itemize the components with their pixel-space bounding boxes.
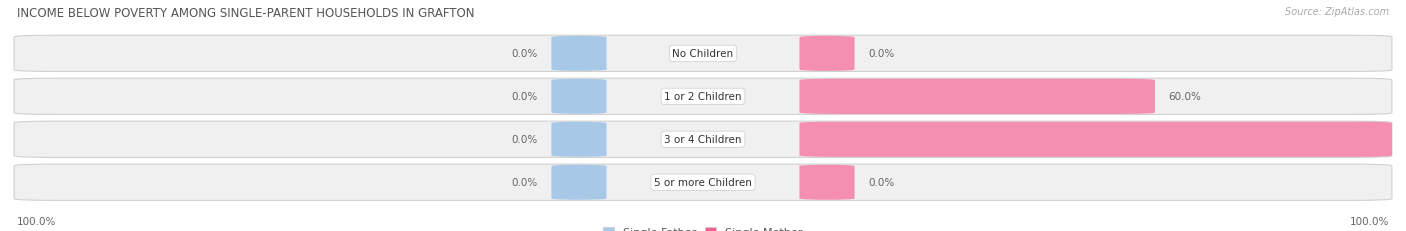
Text: 100.0%: 100.0%	[1350, 216, 1389, 226]
Text: 60.0%: 60.0%	[1168, 92, 1202, 102]
FancyBboxPatch shape	[14, 122, 1392, 158]
Text: 0.0%: 0.0%	[869, 49, 894, 59]
Legend: Single Father, Single Mother: Single Father, Single Mother	[599, 223, 807, 231]
FancyBboxPatch shape	[800, 36, 855, 72]
FancyBboxPatch shape	[800, 79, 1154, 114]
FancyBboxPatch shape	[551, 122, 606, 157]
Text: 0.0%: 0.0%	[512, 135, 537, 145]
FancyBboxPatch shape	[14, 79, 1392, 115]
Text: 0.0%: 0.0%	[512, 177, 537, 187]
FancyBboxPatch shape	[14, 36, 1392, 72]
Text: 3 or 4 Children: 3 or 4 Children	[664, 135, 742, 145]
Text: 100.0%: 100.0%	[17, 216, 56, 226]
Text: No Children: No Children	[672, 49, 734, 59]
Text: 0.0%: 0.0%	[512, 49, 537, 59]
FancyBboxPatch shape	[14, 164, 1392, 201]
Text: 0.0%: 0.0%	[869, 177, 894, 187]
FancyBboxPatch shape	[551, 36, 606, 72]
FancyBboxPatch shape	[551, 165, 606, 200]
FancyBboxPatch shape	[551, 79, 606, 114]
Text: 0.0%: 0.0%	[512, 92, 537, 102]
FancyBboxPatch shape	[800, 165, 855, 200]
Text: INCOME BELOW POVERTY AMONG SINGLE-PARENT HOUSEHOLDS IN GRAFTON: INCOME BELOW POVERTY AMONG SINGLE-PARENT…	[17, 7, 474, 20]
FancyBboxPatch shape	[800, 122, 1392, 157]
Text: 1 or 2 Children: 1 or 2 Children	[664, 92, 742, 102]
Text: 5 or more Children: 5 or more Children	[654, 177, 752, 187]
Text: Source: ZipAtlas.com: Source: ZipAtlas.com	[1285, 7, 1389, 17]
